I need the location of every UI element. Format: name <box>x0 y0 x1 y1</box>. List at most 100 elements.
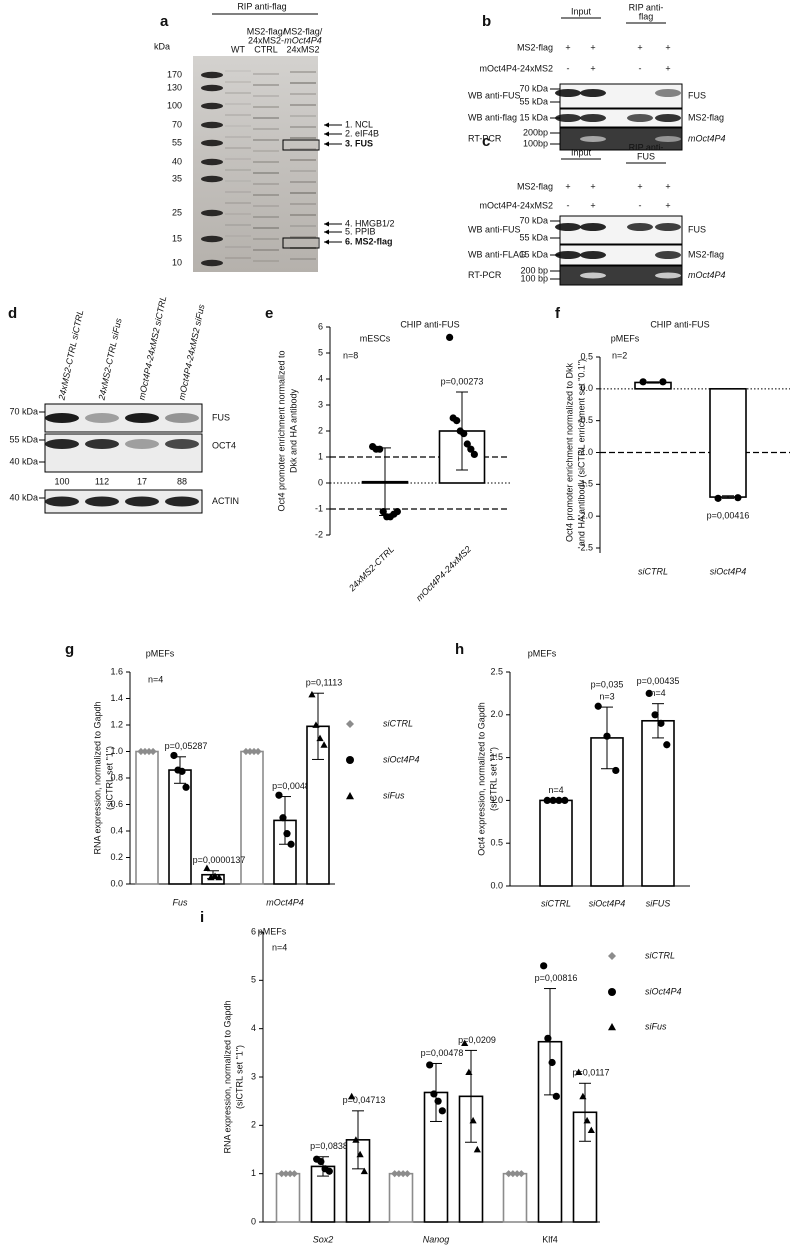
point <box>170 751 178 760</box>
band <box>165 439 199 449</box>
blot <box>559 265 683 286</box>
point <box>282 1170 290 1178</box>
lane-band <box>225 180 251 182</box>
y-tick-label: 5 <box>318 347 323 357</box>
lane-label: 24xMS2 <box>286 44 319 54</box>
p-label: p=0,0838 <box>310 1141 348 1151</box>
point <box>517 1170 525 1178</box>
point <box>149 747 157 756</box>
ladder-band <box>201 158 223 166</box>
chart-title: CHIP anti-FUS <box>650 319 709 329</box>
panel-label: i <box>200 909 204 926</box>
band <box>555 251 581 259</box>
y-tick-label: -2 <box>315 529 323 539</box>
y-axis-label: Oct4 promoter enrichment normalized to <box>276 350 286 511</box>
annotation: n=2 <box>612 350 627 360</box>
point <box>254 747 262 756</box>
band <box>655 89 681 97</box>
point <box>651 711 659 719</box>
point <box>430 1090 438 1098</box>
point <box>540 962 548 970</box>
band <box>655 223 681 231</box>
blot <box>559 127 683 151</box>
marker-label: 55 kDa <box>519 232 548 242</box>
point <box>603 732 611 740</box>
band-box <box>282 139 320 151</box>
band <box>125 413 159 423</box>
marker-label: 100 <box>167 100 182 110</box>
lane-band <box>225 92 251 94</box>
y-tick-label: 0.5 <box>490 838 503 848</box>
panel-label: b <box>482 13 491 30</box>
point <box>579 1092 587 1100</box>
y-tick-label: 1.5 <box>490 752 503 762</box>
group-label: Input <box>571 147 592 157</box>
lane-band <box>225 103 251 105</box>
band <box>627 114 653 122</box>
y-tick-label: 4 <box>318 373 323 383</box>
blot-target: mOct4P4 <box>688 133 726 143</box>
blot-target: FUS <box>688 90 706 100</box>
unit-label: kDa <box>154 41 170 51</box>
p-label: p=0,0209 <box>458 1035 496 1045</box>
point <box>352 1136 360 1143</box>
band <box>655 251 681 259</box>
lane-label: CTRL <box>254 44 278 54</box>
blot-target: FUS <box>688 224 706 234</box>
point <box>145 747 153 756</box>
band <box>580 223 606 231</box>
band <box>125 496 159 507</box>
lane-band <box>253 106 279 108</box>
x-tick-label: 24xMS2-CTRL <box>346 544 396 594</box>
legend-marker <box>608 952 616 960</box>
y-tick-label: 2.0 <box>490 709 503 719</box>
arrow-head <box>324 229 329 235</box>
y-tick-label: 5 <box>251 975 256 985</box>
y-tick-label: 0.0 <box>110 878 123 888</box>
lane-band <box>253 216 279 218</box>
band <box>85 439 119 449</box>
band <box>555 114 581 122</box>
point <box>348 1092 356 1100</box>
p-label: p=0,0048 <box>272 781 310 791</box>
x-tick-label: mOct4P4 <box>266 897 304 907</box>
quantification: 88 <box>177 476 187 486</box>
blot-label: WB anti-FUS <box>468 90 521 100</box>
y-tick-label: 0 <box>318 477 323 487</box>
y-tick-label: 2.5 <box>490 666 503 676</box>
lane-band <box>290 181 316 183</box>
blot-target: mOct4P4 <box>688 270 726 280</box>
band <box>627 223 653 231</box>
x-tick-label: Klf4 <box>542 1234 558 1244</box>
lane-band <box>290 115 316 117</box>
panel-label: g <box>65 641 74 658</box>
y-axis-label: (siCTRL set "1") <box>234 1045 244 1109</box>
lane-band <box>290 258 316 260</box>
point <box>426 1061 434 1069</box>
point <box>645 689 653 698</box>
point <box>594 702 602 710</box>
lane-band <box>225 169 251 171</box>
n-label: n=3 <box>599 691 614 701</box>
row-label: mOct4P4-24xMS2 <box>479 200 553 210</box>
point <box>473 1145 481 1153</box>
chart-subtitle: pMEFs <box>611 333 640 343</box>
panel-label: d <box>8 305 17 322</box>
point <box>290 1170 298 1178</box>
lane-band <box>290 192 316 194</box>
bar <box>502 1172 528 1223</box>
y-tick-label: 1.2 <box>110 719 123 729</box>
y-tick-label: 0.0 <box>490 880 503 890</box>
bar <box>388 1172 414 1223</box>
point <box>612 766 620 775</box>
point <box>312 721 320 728</box>
y-tick-label: 1 <box>318 451 323 461</box>
point <box>505 1170 513 1178</box>
y-tick-label: 0.2 <box>110 852 123 862</box>
point <box>395 1170 403 1178</box>
point <box>467 445 475 453</box>
lane-band <box>290 159 316 161</box>
legend-label: siFus <box>383 790 405 800</box>
lane-band <box>253 84 279 86</box>
blot-label: WB anti-FLAG <box>468 249 526 259</box>
